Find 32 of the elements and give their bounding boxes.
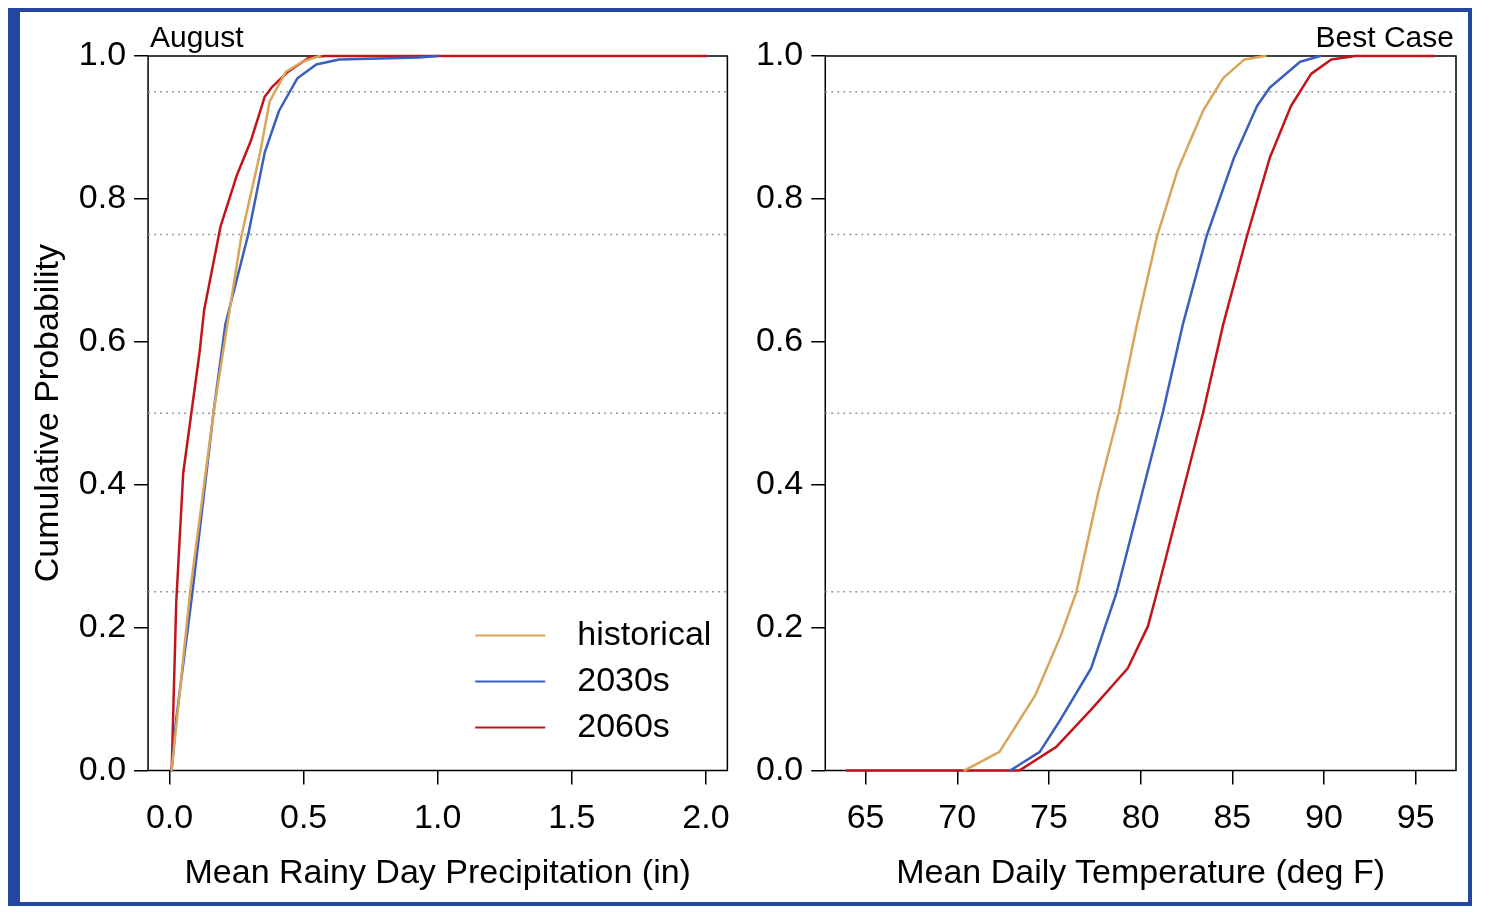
x-tick-label: 80 [1121, 797, 1160, 836]
x-tick-label: 75 [1030, 797, 1068, 836]
x-tick-label: 1.5 [548, 797, 596, 836]
y-axis-title: Cumulative Probability [26, 244, 65, 583]
y-tick-label: 0.6 [78, 320, 127, 359]
chart-title: August [150, 20, 245, 54]
x-tick-label: 65 [846, 797, 885, 836]
y-tick-label: 0.2 [756, 605, 804, 644]
chart-title: Best Case [1315, 20, 1454, 54]
legend-label: 2030s [577, 659, 670, 698]
x-tick-label: 85 [1213, 797, 1252, 836]
y-tick-label: 0.4 [756, 463, 804, 502]
y-tick-label: 1.0 [756, 34, 804, 73]
legend-label: historical [577, 613, 712, 652]
legend-label: 2060s [577, 705, 670, 744]
x-tick-label: 70 [938, 797, 977, 836]
x-axis-title: Mean Daily Temperature (deg F) [896, 851, 1386, 890]
y-tick-label: 0.2 [78, 605, 127, 644]
y-tick-label: 0.0 [756, 748, 804, 787]
x-tick-label: 0.5 [279, 797, 328, 836]
x-tick-label: 1.0 [414, 797, 462, 836]
y-tick-label: 0.8 [78, 177, 127, 216]
y-tick-label: 0.4 [78, 463, 127, 502]
y-tick-label: 1.0 [78, 34, 127, 73]
x-tick-label: 2.0 [682, 797, 730, 836]
x-axis-title: Mean Rainy Day Precipitation (in) [184, 851, 691, 890]
x-tick-label: 95 [1396, 797, 1435, 836]
x-tick-label: 0.0 [145, 797, 194, 836]
x-tick-label: 90 [1305, 797, 1343, 836]
y-tick-label: 0.6 [756, 320, 804, 359]
y-tick-label: 0.8 [756, 177, 804, 216]
y-tick-label: 0.0 [78, 748, 127, 787]
